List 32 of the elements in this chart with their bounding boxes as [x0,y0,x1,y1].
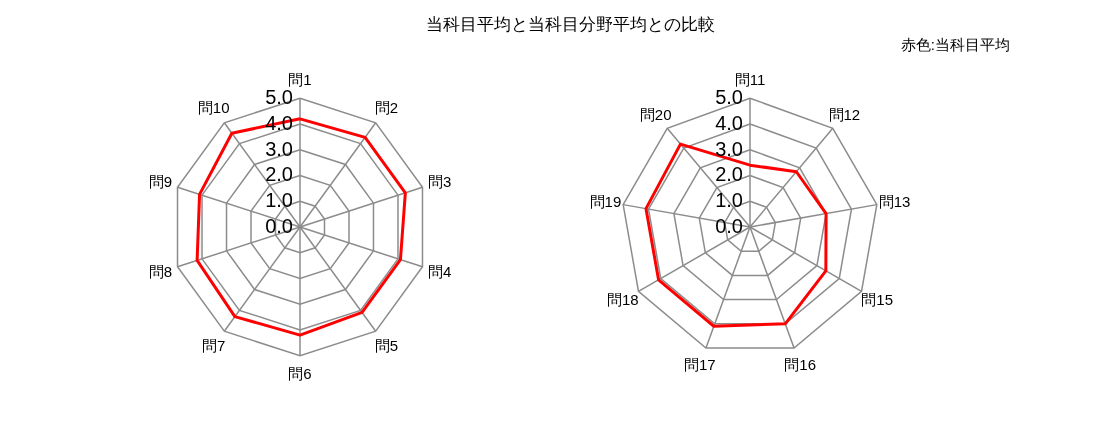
spoke-label: 問8 [148,263,173,281]
spoke-label: 問6 [288,364,312,382]
spoke-label: 問19 [589,192,622,210]
spoke-label: 問12 [828,105,861,123]
y-tick-label: 5.0 [265,86,293,109]
y-tick-label: 0.0 [715,215,743,237]
text: 赤色:当科目平均 [900,36,1010,53]
spoke-label: 問7 [202,336,226,354]
y-tick-label: 1.0 [715,189,743,212]
y-tick-label: 3.0 [715,137,743,160]
spoke-label: 問20 [639,105,672,123]
spoke-label: 問15 [861,291,893,309]
y-tick-label: 2.0 [715,163,743,186]
spoke-label: 問10 [197,99,230,117]
spoke-label: 問13 [878,192,911,210]
spoke-label: 問17 [683,355,716,373]
spoke-label: 問3 [427,172,452,190]
spoke-label: 問11 [734,71,766,89]
spoke-label: 問18 [607,291,639,309]
y-tick-label: 0.0 [265,215,293,237]
spoke-label: 問9 [148,172,173,190]
y-tick-label: 1.0 [265,189,293,212]
y-tick-label: 5.0 [715,86,743,109]
spoke-label: 問1 [288,71,312,89]
y-tick-label: 3.0 [265,137,293,160]
spoke-label: 問4 [427,263,452,281]
y-tick-label: 4.0 [715,111,743,134]
spoke-label: 問16 [784,355,817,373]
text: 当科目平均と当科目分野平均との比較 [425,15,715,34]
spoke-label: 問2 [374,99,398,117]
y-tick-label: 2.0 [265,163,293,186]
spoke-label: 問5 [374,336,398,354]
